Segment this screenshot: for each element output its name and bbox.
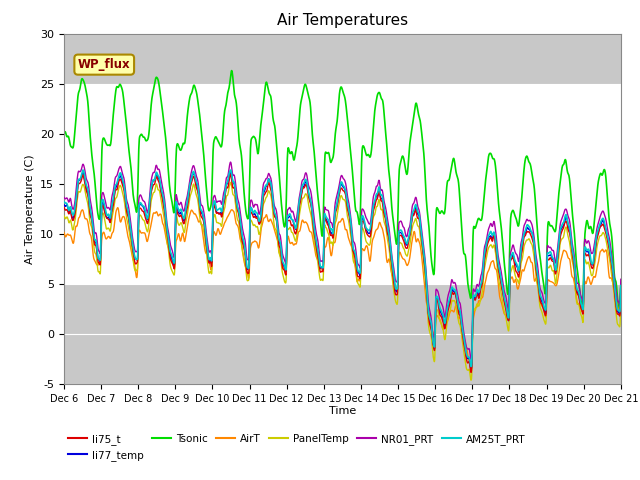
Legend: li75_t, li77_temp, Tsonic, AirT, PanelTemp, NR01_PRT, AM25T_PRT: li75_t, li77_temp, Tsonic, AirT, PanelTe…: [64, 430, 529, 465]
Title: Air Temperatures: Air Temperatures: [277, 13, 408, 28]
Text: WP_flux: WP_flux: [78, 58, 131, 71]
Bar: [64, 84, 621, 284]
Y-axis label: Air Temperature (C): Air Temperature (C): [24, 154, 35, 264]
X-axis label: Time: Time: [329, 407, 356, 417]
